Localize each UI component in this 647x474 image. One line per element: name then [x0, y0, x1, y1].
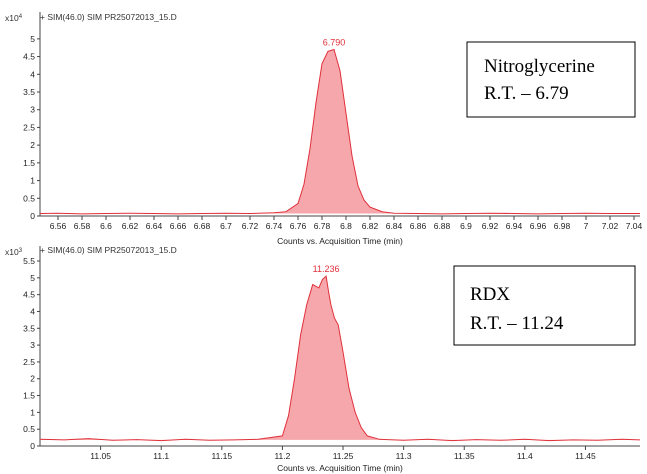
y-tick-label: 0.5 — [23, 193, 35, 203]
y-tick-label: 2.5 — [23, 122, 35, 132]
x-tick-label: 11.05 — [90, 451, 111, 461]
panel1-y-ticks: 0 0.5 1 1.5 2 2.5 3 3.5 4 4.5 5 — [23, 34, 40, 221]
panel1-multiplier: x104 — [5, 13, 23, 23]
x-tick-label: 11.4 — [517, 451, 533, 461]
panel1-peak-area — [40, 49, 640, 214]
x-tick-label: 6.56 — [50, 221, 67, 231]
x-tick-label: 6.84 — [386, 221, 403, 231]
panel2-peak-label: 11.236 — [313, 264, 340, 274]
panel1-x-axis-title: Counts vs. Acquisition Time (min) — [277, 236, 403, 246]
nitroglycerine-compound-name: Nitroglycerine — [484, 56, 595, 77]
nitroglycerine-annotation-box — [466, 41, 636, 118]
x-tick-label: 11.45 — [575, 451, 596, 461]
y-tick-label: 1 — [30, 407, 35, 417]
x-tick-label: 6.66 — [170, 221, 187, 231]
panel2-multiplier: x103 — [5, 247, 23, 257]
panel-nitroglycerine: x104 + SIM(46.0) SIM PR25072013_15.D 0 0.… — [5, 12, 643, 246]
y-tick-label: 3 — [30, 340, 35, 350]
y-tick-label: 1 — [30, 176, 35, 186]
x-tick-label: 6.8 — [340, 221, 352, 231]
y-tick-label: 1.5 — [23, 391, 35, 401]
panel-rdx: x103 + SIM(46.0) SIM PR25072013_15.D 0 0.… — [5, 245, 641, 473]
x-tick-label: 6.62 — [122, 221, 139, 231]
panel2-y-ticks: 0 0.5 1 1.5 2 2.5 3 3.5 4 4.5 5 5.5 — [23, 256, 40, 451]
y-tick-label: 3.5 — [23, 323, 35, 333]
x-tick-label: 6.6 — [100, 221, 112, 231]
x-tick-label: 7.04 — [626, 221, 643, 231]
y-tick-label: 5 — [30, 273, 35, 283]
y-tick-label: 4.5 — [23, 52, 35, 62]
x-tick-label: 11.3 — [396, 451, 412, 461]
panel2-x-ticks: 11.05 11.1 11.15 11.2 11.25 11.3 11.35 11.4 11.4… — [90, 446, 596, 461]
x-tick-label: 6.9 — [460, 221, 472, 231]
x-tick-label: 6.96 — [530, 221, 547, 231]
y-tick-label: 0.5 — [23, 424, 35, 434]
panel2-header: + SIM(46.0) SIM PR25072013_15.D — [40, 245, 177, 255]
x-tick-label: 6.7 — [220, 221, 232, 231]
x-tick-label: 6.94 — [506, 221, 523, 231]
x-tick-label: 6.68 — [194, 221, 211, 231]
y-tick-label: 5.5 — [23, 256, 35, 266]
x-tick-label: 6.92 — [482, 221, 499, 231]
x-tick-label: 6.82 — [362, 221, 379, 231]
x-tick-label: 6.74 — [266, 221, 283, 231]
x-tick-label: 11.2 — [274, 451, 290, 461]
y-tick-label: 0 — [30, 441, 35, 451]
y-tick-label: 1.5 — [23, 158, 35, 168]
x-tick-label: 7 — [584, 221, 589, 231]
x-tick-label: 6.76 — [290, 221, 307, 231]
panel1-trace-line — [39, 48, 640, 215]
x-tick-label: 7.02 — [602, 221, 619, 231]
nitroglycerine-retention-time: R.T. – 6.79 — [484, 83, 569, 104]
x-tick-label: 6.86 — [410, 221, 427, 231]
panel2-trace-line — [39, 275, 641, 442]
y-tick-label: 2.5 — [23, 357, 35, 367]
x-tick-label: 6.88 — [434, 221, 451, 231]
rdx-annotation-box — [453, 265, 636, 346]
y-tick-label: 4 — [30, 69, 35, 79]
panel2-x-axis-title: Counts vs. Acquisition Time (min) — [277, 463, 403, 473]
panel1-x-ticks: 6.56 6.58 6.6 6.62 6.64 6.66 6.68 6.7 6.72 6.74 6.… — [50, 216, 643, 231]
y-tick-label: 0 — [30, 211, 35, 221]
rdx-compound-name: RDX — [470, 284, 510, 305]
y-tick-label: 4 — [30, 306, 35, 316]
x-tick-label: 6.72 — [242, 221, 259, 231]
x-tick-label: 11.25 — [333, 451, 354, 461]
y-tick-label: 5 — [30, 34, 35, 44]
y-tick-label: 3 — [30, 105, 35, 115]
y-tick-label: 2 — [30, 140, 35, 150]
x-tick-label: 6.58 — [74, 221, 91, 231]
x-tick-label: 11.35 — [454, 451, 475, 461]
x-tick-label: 11.1 — [153, 451, 169, 461]
panel2-peak-area — [40, 276, 640, 441]
x-tick-label: 6.64 — [146, 221, 163, 231]
panel1-peak-label: 6.790 — [323, 37, 346, 47]
y-tick-label: 4.5 — [23, 290, 35, 300]
x-tick-label: 11.15 — [211, 451, 232, 461]
x-tick-label: 6.78 — [314, 221, 331, 231]
x-tick-label: 6.98 — [554, 221, 571, 231]
panel1-header: + SIM(46.0) SIM PR25072013_15.D — [40, 12, 177, 22]
rdx-retention-time: R.T. – 11.24 — [470, 313, 564, 334]
y-tick-label: 3.5 — [23, 87, 35, 97]
y-tick-label: 2 — [30, 374, 35, 384]
